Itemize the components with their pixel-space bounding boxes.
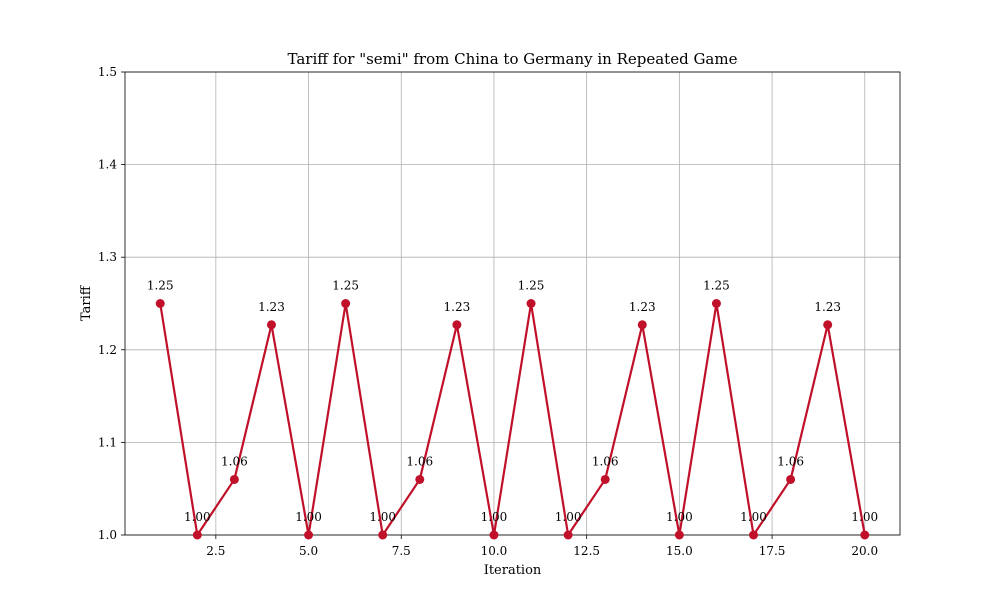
data-point bbox=[526, 299, 536, 308]
data-label: 1.06 bbox=[221, 454, 248, 468]
y-tick-label: 1.5 bbox=[98, 65, 117, 79]
data-label: 1.23 bbox=[444, 300, 471, 314]
x-tick-label: 17.5 bbox=[759, 544, 786, 558]
x-tick-label: 15.0 bbox=[666, 544, 693, 558]
data-label: 1.00 bbox=[851, 510, 878, 524]
data-label: 1.00 bbox=[481, 510, 508, 524]
data-label: 1.00 bbox=[666, 510, 693, 524]
data-point bbox=[341, 299, 351, 308]
data-point bbox=[600, 474, 610, 484]
data-point bbox=[637, 320, 647, 330]
y-tick-label: 1.1 bbox=[98, 435, 117, 449]
y-tick-label: 1.4 bbox=[98, 158, 117, 172]
data-point bbox=[786, 474, 796, 484]
x-tick-label: 10.0 bbox=[481, 544, 508, 558]
x-tick-label: 20.0 bbox=[851, 544, 878, 558]
data-point bbox=[415, 474, 425, 484]
data-label: 1.25 bbox=[703, 279, 730, 293]
data-label: 1.06 bbox=[592, 454, 619, 468]
data-point bbox=[452, 320, 462, 330]
data-label: 1.23 bbox=[629, 300, 656, 314]
data-label: 1.25 bbox=[518, 279, 545, 293]
plot-frame bbox=[124, 71, 901, 536]
x-tick-label: 2.5 bbox=[206, 544, 225, 558]
data-point bbox=[860, 530, 870, 540]
data-label: 1.00 bbox=[295, 510, 322, 524]
axis-ticks: 2.5 5.0 7.5 10.0 12.5 15.0 17.5 20.0 1.0 1.1 1.2 1.… bbox=[98, 65, 878, 558]
x-axis-label: Iteration bbox=[484, 563, 542, 578]
data-point bbox=[749, 530, 759, 540]
x-tick-label: 7.5 bbox=[392, 544, 411, 558]
data-label: 1.23 bbox=[258, 300, 285, 314]
data-point bbox=[229, 474, 239, 484]
x-tick-label: 12.5 bbox=[573, 544, 600, 558]
chart-title: Tariff for "semi" from China to Germany … bbox=[288, 50, 738, 68]
data-point bbox=[266, 320, 276, 330]
data-point bbox=[489, 530, 499, 540]
data-point bbox=[192, 530, 202, 540]
y-tick-label: 1.3 bbox=[98, 250, 117, 264]
x-tick-label: 5.0 bbox=[299, 544, 318, 558]
data-labels: 1.25 1.00 1.06 1.23 1.00 1.25 1.00 1.06 1.23 1.00… bbox=[147, 279, 878, 525]
y-tick-label: 1.2 bbox=[98, 343, 117, 357]
data-label: 1.25 bbox=[332, 279, 359, 293]
data-label: 1.25 bbox=[147, 279, 174, 293]
data-label: 1.00 bbox=[369, 510, 396, 524]
data-label: 1.06 bbox=[777, 454, 804, 468]
data-point bbox=[711, 299, 721, 308]
data-point bbox=[378, 530, 388, 540]
data-point bbox=[563, 530, 573, 540]
data-label: 1.00 bbox=[740, 510, 767, 524]
y-tick-label: 1.0 bbox=[98, 528, 117, 542]
data-label: 1.00 bbox=[555, 510, 582, 524]
data-point bbox=[155, 299, 165, 308]
data-point bbox=[304, 530, 314, 540]
data-label: 1.00 bbox=[184, 510, 211, 524]
data-point bbox=[823, 320, 833, 330]
series-line bbox=[159, 302, 866, 537]
data-series bbox=[155, 299, 870, 540]
data-label: 1.23 bbox=[814, 300, 841, 314]
data-point bbox=[674, 530, 684, 540]
data-label: 1.06 bbox=[406, 454, 433, 468]
y-axis-label: Tariff bbox=[79, 284, 94, 321]
